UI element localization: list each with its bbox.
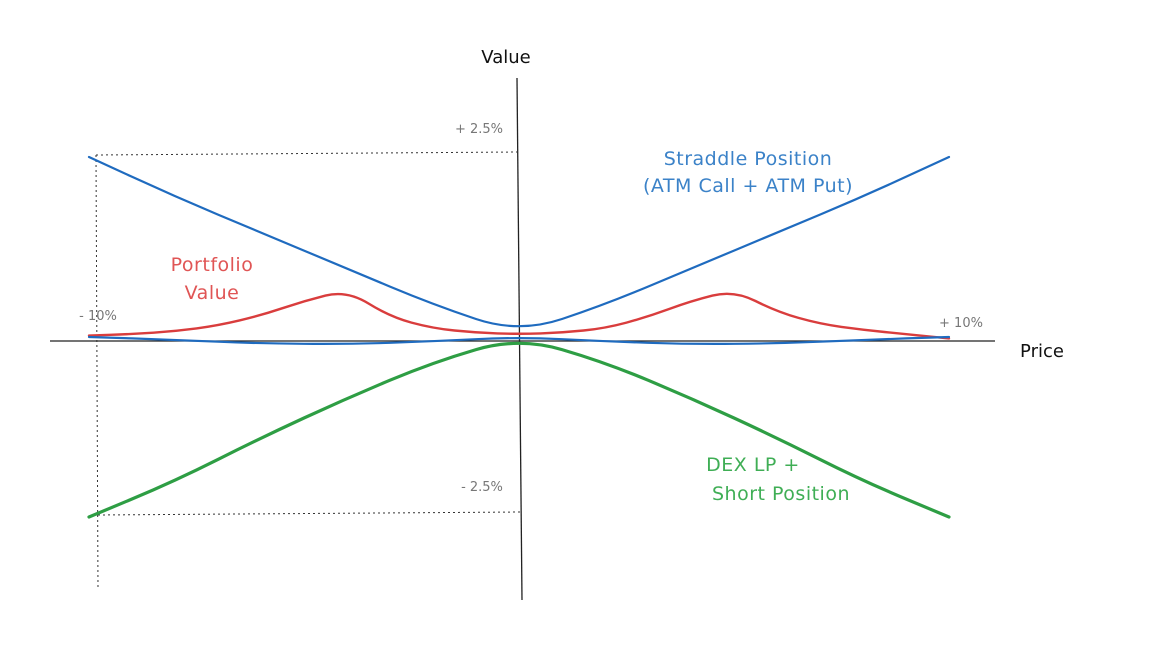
portfolio-label-line-1: Portfolio: [171, 254, 254, 276]
lower-guide-line: [97, 511, 521, 516]
dex-lp-short-line: [87, 341, 951, 519]
net-value-line: [87, 335, 951, 345]
series-layer: [87, 155, 951, 519]
x-tick-left: - 10%: [79, 309, 117, 324]
x-tick-right: + 10%: [939, 316, 983, 331]
y-tick-bottom: - 2.5%: [461, 480, 503, 495]
portfolio-label-line-2: Value: [185, 282, 240, 304]
upper-guide-line: [95, 151, 518, 156]
straddle-line: [87, 155, 951, 328]
dex-label-line-1: DEX LP +: [706, 454, 800, 476]
portfolio-value-line: [87, 292, 951, 340]
y-axis-title: Value: [481, 47, 530, 68]
straddle-label-line-1: Straddle Position: [664, 148, 833, 170]
y-tick-top: + 2.5%: [455, 122, 503, 137]
dex-label-line-2: Short Position: [712, 483, 850, 505]
left-guide-line: [95, 154, 99, 591]
straddle-label-line-2: (ATM Call + ATM Put): [643, 175, 853, 197]
x-axis-title: Price: [1020, 341, 1064, 362]
